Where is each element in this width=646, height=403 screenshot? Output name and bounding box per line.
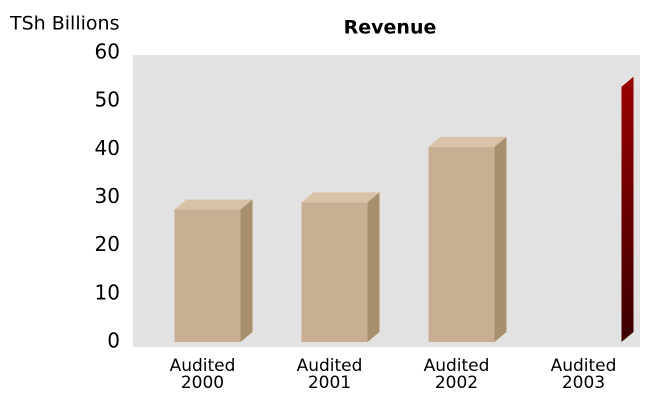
bar xyxy=(174,209,241,342)
bar xyxy=(428,146,495,342)
y-tick-label: 20 xyxy=(95,232,120,256)
bar-side xyxy=(240,199,253,342)
y-tick-label: 10 xyxy=(95,280,120,304)
bar-top xyxy=(174,199,253,210)
bar xyxy=(301,202,368,342)
bar-side xyxy=(494,136,507,342)
x-tick-label: Audited 2003 xyxy=(550,356,617,393)
y-axis-label: TSh Billions xyxy=(9,13,119,35)
y-tick-label: 30 xyxy=(95,184,120,208)
x-tick-label: Audited 2001 xyxy=(296,356,363,393)
x-tick-label: Audited 2002 xyxy=(423,356,490,393)
y-tick-label: 40 xyxy=(95,136,120,160)
y-tick-label: 0 xyxy=(107,329,120,353)
bar-top xyxy=(301,192,380,203)
y-tick-label: 50 xyxy=(95,88,120,112)
chart-title: Revenue xyxy=(344,17,437,39)
y-tick-label: 60 xyxy=(95,40,120,64)
bar-side xyxy=(367,192,380,342)
bar xyxy=(621,76,634,342)
bar-top xyxy=(428,136,507,147)
x-tick-label: Audited 2000 xyxy=(169,356,236,393)
